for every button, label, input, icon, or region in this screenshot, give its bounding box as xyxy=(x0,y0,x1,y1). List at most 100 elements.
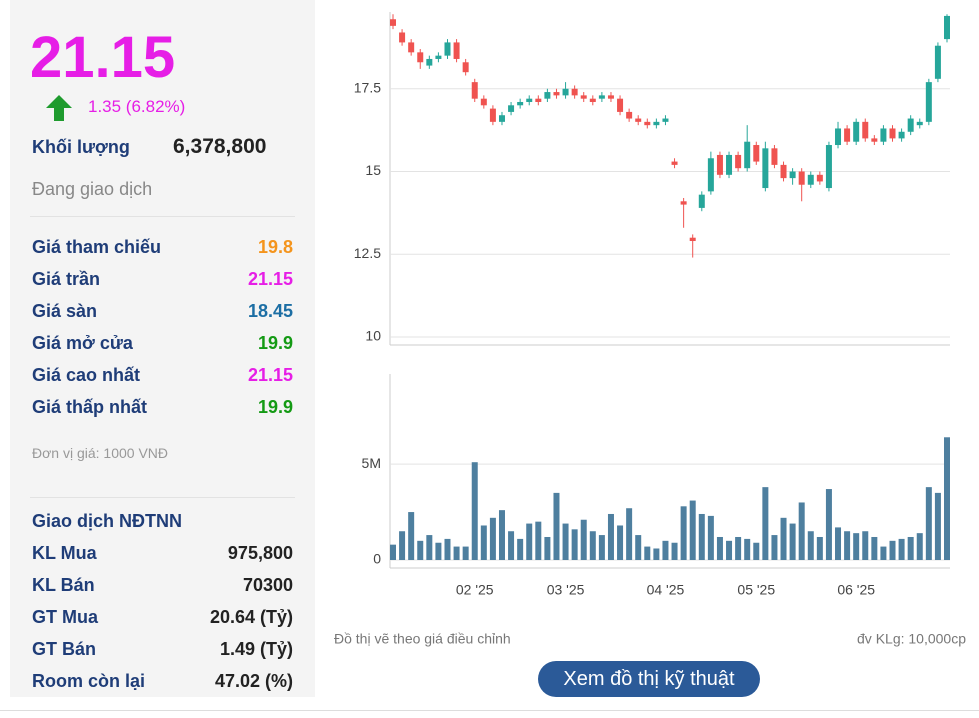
candle-body xyxy=(390,19,396,26)
price-value: 18.45 xyxy=(247,301,293,321)
y-tick-label: 17.5 xyxy=(354,79,381,95)
y-tick-label: 0 xyxy=(373,551,381,567)
volume-label: Khối lượng xyxy=(32,137,130,157)
candle-body xyxy=(399,32,406,43)
volume-bar xyxy=(535,521,542,560)
volume-bar xyxy=(798,502,805,560)
candle-body xyxy=(689,237,696,242)
foreign-title: Giao dịch NĐTNN xyxy=(32,511,183,531)
candle-body xyxy=(489,108,496,122)
volume-bar xyxy=(426,535,433,560)
candle-body xyxy=(508,105,515,112)
volume-bar xyxy=(907,536,914,560)
volume-bar xyxy=(816,536,823,560)
volume-bar xyxy=(707,515,714,560)
x-tick-label: 04 '25 xyxy=(647,582,685,598)
candle-body xyxy=(944,15,950,40)
volume-bar xyxy=(489,517,496,560)
volume-bar xyxy=(780,517,787,560)
chart-note: Đồ thị vẽ theo giá điều chỉnh xyxy=(334,631,511,647)
candle-body xyxy=(698,194,705,208)
volume-unit: đv KLg: 10,000cp xyxy=(857,631,966,647)
separator xyxy=(30,216,295,217)
foreign-value: 1.49 (Tỷ) xyxy=(219,639,293,659)
volume-bar xyxy=(844,531,851,560)
candle-body xyxy=(934,45,941,79)
volume-bar xyxy=(735,536,742,560)
volume-bar xyxy=(644,546,651,560)
price-value: 19.8 xyxy=(257,237,293,257)
foreign-value: 20.64 (Tỷ) xyxy=(209,607,293,627)
volume-bar xyxy=(925,487,932,560)
foreign-value: 70300 xyxy=(242,575,293,595)
price-change: 1.35 (6.82%) xyxy=(88,97,186,116)
candle-body xyxy=(925,82,932,122)
volume-bar xyxy=(871,536,878,560)
volume-bar xyxy=(835,527,842,560)
volume-bar xyxy=(898,538,905,560)
volume-bar xyxy=(762,487,769,560)
price-label: Giá mở cửa xyxy=(32,333,133,353)
candle-body xyxy=(916,121,923,126)
volume-bar xyxy=(653,548,660,560)
candle-body xyxy=(753,145,760,162)
volume-bar xyxy=(580,519,587,560)
candle-body xyxy=(726,154,733,175)
candle-body xyxy=(580,95,587,99)
foreign-label: KL Bán xyxy=(32,575,95,595)
candle-body xyxy=(825,145,832,189)
candle-body xyxy=(662,118,669,122)
candle-body xyxy=(707,158,714,192)
volume-bar xyxy=(680,506,687,560)
candle-body xyxy=(680,201,687,205)
candle-body xyxy=(571,88,578,96)
volume-bar xyxy=(471,462,478,560)
foreign-value: 47.02 (%) xyxy=(214,671,293,691)
volume-bar xyxy=(716,536,723,560)
price-label: Giá sàn xyxy=(32,301,98,321)
candle-body xyxy=(716,154,723,175)
technical-chart-button[interactable]: Xem đồ thị kỹ thuật xyxy=(538,661,760,697)
y-tick-label: 5M xyxy=(362,455,381,471)
volume-bar xyxy=(807,531,814,560)
volume-bar xyxy=(417,540,424,560)
candle-body xyxy=(626,111,633,119)
price-label: Giá tham chiếu xyxy=(32,237,162,257)
candle-body xyxy=(598,95,605,99)
candle-body xyxy=(444,42,451,56)
volume-bar xyxy=(626,508,633,560)
volume-bar xyxy=(553,492,560,560)
volume-bar xyxy=(662,540,669,560)
volume-bar xyxy=(753,542,760,560)
volume-bar xyxy=(671,542,678,560)
candle-body xyxy=(653,121,660,126)
volume-bar xyxy=(944,437,950,560)
candle-body xyxy=(844,128,851,142)
candle-body xyxy=(462,62,469,73)
candle-body xyxy=(480,98,487,106)
volume-bar xyxy=(635,535,642,560)
volume-bar xyxy=(689,500,696,560)
candle-body xyxy=(835,128,842,146)
price-value: 19.9 xyxy=(257,333,293,353)
volume-bar xyxy=(698,513,705,560)
candle-body xyxy=(889,128,896,139)
volume: 6,378,800 xyxy=(173,135,267,158)
volume-bar xyxy=(771,535,778,560)
candle-body xyxy=(798,171,805,185)
price-label: Giá thấp nhất xyxy=(32,397,148,417)
candle-body xyxy=(816,174,823,182)
up-arrow xyxy=(46,95,72,121)
volume-bar xyxy=(453,546,460,560)
candle-body xyxy=(617,98,624,112)
candle-body xyxy=(907,118,914,132)
candle-body xyxy=(535,98,542,102)
volume-bar xyxy=(889,540,896,560)
candle-body xyxy=(453,42,460,59)
unit-note: Đơn vị giá: 1000 VNĐ xyxy=(32,445,169,461)
volume-bar xyxy=(726,540,733,560)
candle-body xyxy=(780,164,787,179)
candle-body xyxy=(871,138,878,142)
